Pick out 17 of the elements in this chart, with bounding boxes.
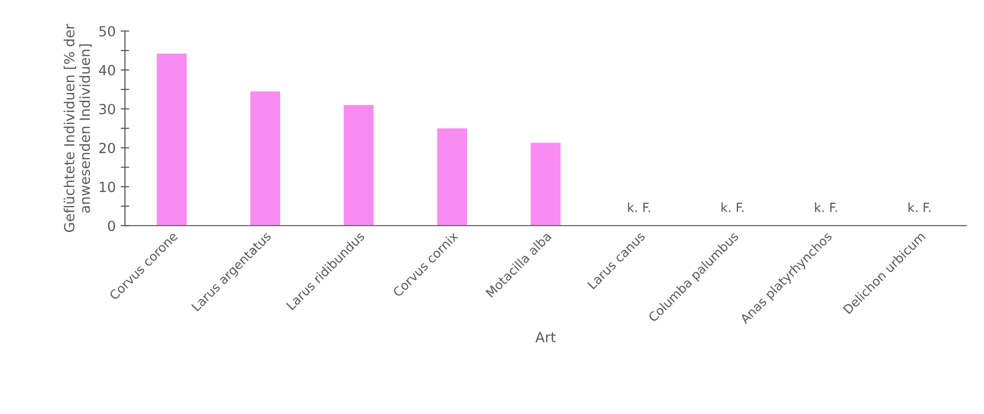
bar bbox=[250, 91, 280, 226]
data-label: k. F. bbox=[722, 202, 744, 212]
y-tick-label: 40 bbox=[98, 64, 116, 76]
y-tick-label: 30 bbox=[99, 104, 116, 114]
bar bbox=[156, 54, 187, 226]
y-axis-title: Geflüchtete Individuen [% der anwesenden Individuen] bbox=[64, 24, 92, 232]
bar bbox=[530, 142, 561, 226]
x-axis-title: Art bbox=[535, 332, 556, 342]
data-label: k. F. bbox=[908, 202, 930, 212]
bar bbox=[344, 104, 374, 226]
y-tick-label: 0 bbox=[108, 220, 116, 232]
y-tick-label: 10 bbox=[100, 182, 116, 192]
y-tick-label: 20 bbox=[99, 142, 116, 154]
data-label: k. F. bbox=[628, 202, 650, 212]
y-tick-label: 50 bbox=[99, 26, 116, 37]
bar bbox=[437, 128, 468, 226]
data-label: k. F. bbox=[815, 202, 837, 212]
